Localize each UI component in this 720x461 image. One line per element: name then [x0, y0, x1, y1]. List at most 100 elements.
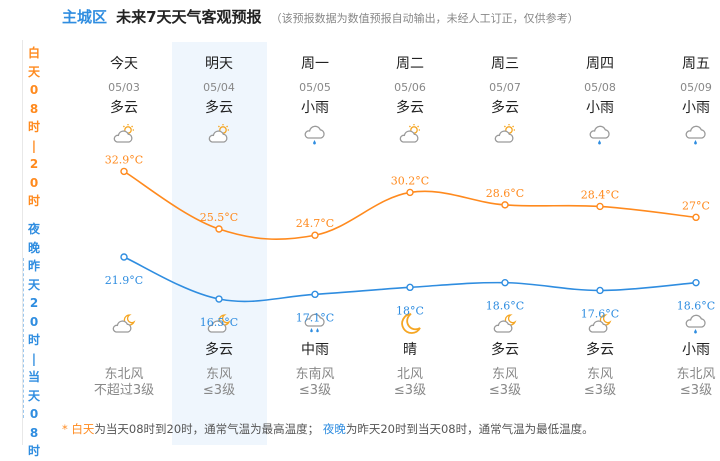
moderate-rain-icon	[302, 312, 328, 336]
night-column-05-05: 中雨 东南风 ≤3级	[267, 312, 363, 399]
partly-cloudy-moon-icon	[111, 312, 137, 336]
wind-direction: 东北风	[676, 367, 716, 382]
night-weather: 多云	[205, 342, 233, 358]
day-weather: 多云	[396, 100, 424, 116]
high-temp-label: 27°C	[682, 199, 710, 212]
low-temp-line	[123, 256, 697, 303]
temperature-chart: 32.9°C 25.5°C 24.7°C 30.2°C 28.6°C 28.4°C 27°C…	[105, 153, 715, 329]
day-date: 05/08	[584, 81, 616, 94]
forecast-note: （该预报数据为数值预报自动输出，未经人工订正，仅供参考）	[270, 12, 579, 25]
day-name: 周五	[682, 56, 710, 72]
high-temp-label: 24.7°C	[296, 217, 334, 230]
low-temp-point	[120, 253, 128, 261]
day-date: 05/06	[394, 81, 426, 94]
wind-level: ≤3级	[488, 383, 522, 398]
day-column-05-09: 周五 05/09 小雨	[648, 56, 720, 145]
day-weather: 多云	[491, 100, 519, 116]
wind-level: ≤3级	[393, 383, 427, 398]
day-name: 周二	[396, 56, 424, 72]
low-temp-label: 17.1°C	[296, 311, 334, 324]
day-weather: 小雨	[586, 100, 614, 116]
low-temp-label: 17.6°C	[581, 307, 619, 320]
partly-cloudy-moon-icon	[206, 312, 232, 336]
night-column-05-07: 多云东风 ≤3级	[457, 312, 553, 399]
night-weather: 中雨	[301, 342, 329, 358]
day-column-05-06: 周二 05/06 多云	[362, 56, 458, 145]
page-title: 主城区 未来7天天气客观预报 （该预报数据为数值预报自动输出，未经人工订正，仅供…	[62, 6, 579, 27]
wind-direction: 东北风	[104, 367, 144, 382]
crescent-moon-icon	[397, 312, 423, 336]
light-rain-icon	[587, 123, 613, 145]
wind-level: ≤3级	[583, 383, 617, 398]
day-date: 05/05	[299, 81, 331, 94]
high-temp-point	[692, 213, 700, 222]
high-temp-label: 28.4°C	[581, 188, 619, 201]
wind-direction: 东风	[491, 367, 518, 382]
day-name: 周四	[586, 56, 614, 72]
low-temp-point	[596, 286, 604, 295]
night-column-05-08: 多云东风 ≤3级	[552, 312, 648, 399]
wind-level: ≤3级	[202, 383, 236, 398]
partly-cloudy-moon-icon	[587, 312, 613, 336]
city-name: 主城区	[62, 8, 108, 26]
low-temp-label: 18°C	[396, 304, 424, 317]
day-column-05-04: 明天 05/04 多云	[171, 56, 267, 145]
night-column-05-06: 晴北风 ≤3级	[362, 312, 458, 399]
day-date: 05/04	[203, 81, 235, 94]
night-weather: 晴	[403, 342, 417, 358]
low-temp-point	[501, 278, 509, 287]
wind-direction: 东南风	[295, 367, 335, 382]
sidebar	[22, 40, 45, 445]
partly-cloudy-sun-icon	[111, 123, 137, 145]
light-rain-icon	[683, 312, 709, 336]
high-temp-point	[120, 167, 128, 176]
partly-cloudy-sun-icon	[206, 123, 232, 145]
day-date: 05/07	[489, 81, 521, 94]
low-temp-point	[215, 295, 223, 303]
light-rain-icon	[302, 123, 328, 145]
sidebar-divider	[23, 258, 24, 418]
wind-level: ≤3级	[679, 383, 713, 398]
footnote-star: *	[62, 422, 68, 436]
wind-level: 不超过3级	[93, 383, 155, 398]
day-weather: 小雨	[301, 100, 329, 116]
high-temp-label: 30.2°C	[391, 174, 429, 187]
day-column-05-05: 周一 05/05 小雨	[267, 56, 363, 145]
high-temp-label: 28.6°C	[486, 187, 524, 200]
partly-cloudy-sun-icon	[492, 123, 518, 145]
low-temp-label: 18.6°C	[677, 300, 715, 313]
footnote-night-term: 夜晚	[322, 422, 346, 436]
high-temp-point	[311, 231, 319, 239]
high-temp-label: 32.9°C	[105, 153, 143, 166]
footnote-day-text: 为当天08时到20时，通常气温为最高温度；	[94, 422, 320, 436]
wind-direction: 东风	[586, 367, 613, 382]
day-date: 05/09	[680, 81, 712, 94]
day-weather: 小雨	[682, 100, 710, 116]
day-date: 05/03	[108, 81, 140, 94]
high-temp-point	[215, 225, 223, 233]
partly-cloudy-moon-icon	[492, 312, 518, 336]
footnote-day-term: 白天	[71, 422, 95, 436]
night-weather: 多云	[586, 342, 614, 358]
partly-cloudy-sun-icon	[397, 123, 423, 145]
low-temp-point	[692, 278, 700, 287]
high-temp-point	[406, 188, 414, 197]
forecast-title: 未来7天天气客观预报	[116, 8, 262, 26]
night-column-05-03: 东北风 不超过3级	[76, 312, 172, 399]
day-weather: 多云	[205, 100, 233, 116]
footnote: * 白天为当天08时到20时，通常气温为最高温度； 夜晚为昨天20时到当天08时…	[62, 421, 594, 437]
day-weather: 多云	[110, 100, 138, 116]
night-weather: 多云	[491, 342, 519, 358]
low-temp-label: 18.6°C	[486, 300, 524, 313]
wind-direction: 东风	[205, 367, 232, 382]
night-column-05-04: 多云东风 ≤3级	[171, 312, 267, 399]
night-column-05-09: 小雨 东北风 ≤3级	[648, 312, 720, 399]
low-temp-label: 21.9°C	[105, 274, 143, 287]
tomorrow-highlight	[172, 42, 267, 445]
day-name: 周三	[491, 56, 519, 72]
high-temp-label: 25.5°C	[200, 211, 238, 224]
low-temp-point	[406, 283, 414, 292]
light-rain-icon	[683, 123, 709, 145]
day-name: 周一	[301, 56, 329, 72]
day-column-05-03: 今天 05/03 多云	[76, 56, 172, 145]
